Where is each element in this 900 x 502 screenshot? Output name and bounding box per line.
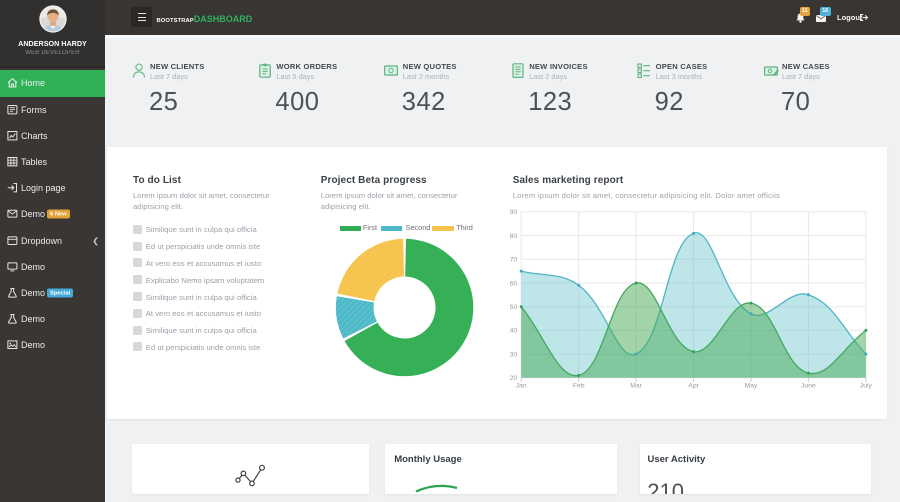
svg-text:60: 60 <box>510 280 518 287</box>
svg-text:50: 50 <box>510 304 518 311</box>
svg-text:June: June <box>801 383 816 390</box>
svg-text:70: 70 <box>510 257 518 264</box>
svg-text:Feb: Feb <box>573 383 585 390</box>
svg-text:20: 20 <box>510 375 518 382</box>
svg-text:July: July <box>860 383 873 390</box>
svg-text:80: 80 <box>510 233 518 240</box>
svg-text:30: 30 <box>510 351 518 358</box>
svg-text:90: 90 <box>510 209 518 216</box>
svg-text:Jan: Jan <box>516 383 527 390</box>
svg-text:40: 40 <box>510 328 518 335</box>
svg-text:May: May <box>745 383 758 390</box>
svg-text:Apr: Apr <box>688 383 699 390</box>
svg-text:Mar: Mar <box>630 383 642 390</box>
